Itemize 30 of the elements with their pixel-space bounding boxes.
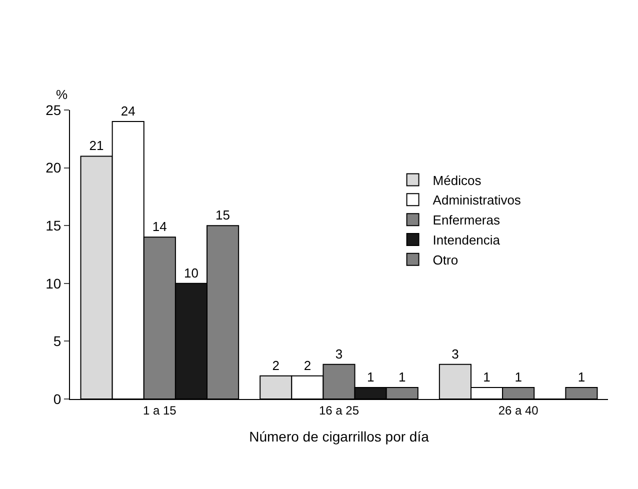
data-label: 2 — [304, 358, 312, 373]
data-label: 15 — [216, 208, 230, 223]
data-label: 1 — [483, 369, 490, 384]
data-label: 10 — [184, 265, 198, 280]
data-label: 2 — [272, 358, 280, 373]
data-label: 1 — [578, 369, 586, 384]
legend-label: Intendencia — [432, 232, 501, 248]
data-label: 14 — [152, 219, 167, 234]
data-label: 3 — [452, 346, 459, 362]
x-tick-label: 16 a 25 — [318, 403, 360, 418]
y-tick-label: 10 — [46, 275, 62, 292]
x-tick-label: 1 a 15 — [142, 403, 177, 418]
data-label: 21 — [89, 138, 104, 154]
data-label: 3 — [335, 346, 343, 362]
y-tick-label: 0 — [53, 390, 62, 407]
y-tick-label: 5 — [53, 333, 62, 350]
data-label: 1 — [398, 369, 406, 384]
y-tick-label: 20 — [46, 160, 62, 176]
data-label: 24 — [120, 104, 136, 119]
y-axis-title: % — [56, 87, 68, 102]
data-label: 1 — [514, 369, 522, 384]
legend-label: Enfermeras — [432, 212, 500, 228]
legend-label: Administrativos — [432, 192, 522, 208]
data-label: 1 — [366, 369, 374, 384]
legend-label: Otro — [432, 252, 458, 268]
y-tick-label: 25 — [46, 102, 62, 118]
x-axis-title: Número de cigarrillos por día — [249, 428, 430, 445]
x-tick-label: 26 a 40 — [498, 403, 539, 418]
y-tick-label: 15 — [46, 218, 62, 234]
legend-label: Médicos — [432, 172, 482, 188]
